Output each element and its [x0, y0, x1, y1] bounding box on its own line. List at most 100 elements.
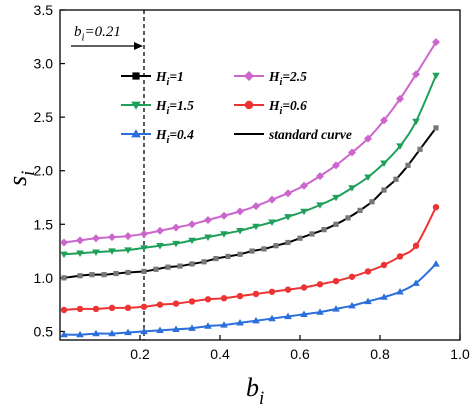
- data-point: [188, 220, 196, 229]
- data-point: [108, 248, 116, 255]
- data-point: [433, 125, 439, 131]
- data-point: [125, 269, 131, 276]
- data-point: [92, 305, 100, 313]
- data-point: [348, 301, 356, 309]
- data-point: [237, 251, 243, 257]
- y-tick-label: 3.5: [34, 2, 54, 18]
- data-point: [172, 223, 180, 232]
- data-point: [204, 322, 212, 329]
- y-tick-label: 1.0: [34, 270, 54, 286]
- data-point: [284, 189, 292, 198]
- data-point: [396, 253, 404, 260]
- data-point: [316, 308, 324, 315]
- data-point: [156, 326, 164, 334]
- series-3: [60, 203, 440, 314]
- data-point: [92, 249, 100, 256]
- data-point: [321, 227, 327, 233]
- series-line: [63, 206, 437, 311]
- data-point: [396, 94, 404, 103]
- legend-marker: [131, 101, 141, 110]
- data-point: [285, 239, 291, 246]
- data-point: [156, 226, 164, 235]
- data-point: [61, 275, 67, 281]
- data-point: [140, 303, 148, 310]
- data-point: [165, 264, 171, 270]
- data-point: [380, 160, 388, 168]
- y-tick-label: 3.0: [34, 56, 54, 72]
- series-0: [61, 125, 439, 281]
- data-point: [284, 312, 292, 320]
- data-point: [172, 240, 180, 248]
- data-point: [156, 301, 164, 308]
- data-point: [357, 207, 363, 213]
- data-point: [348, 273, 356, 280]
- legend-label: Hi=1: [155, 69, 184, 88]
- data-point: [348, 148, 356, 157]
- data-point: [204, 296, 212, 303]
- data-point: [140, 327, 148, 335]
- legend-label: Hi=1.5: [155, 98, 194, 117]
- data-point: [153, 266, 159, 272]
- data-point: [300, 310, 308, 317]
- data-point: [201, 259, 207, 265]
- x-axis-title: bi: [246, 373, 264, 409]
- x-tick-label: 0.6: [290, 346, 310, 362]
- data-point: [252, 316, 260, 324]
- data-point: [177, 263, 183, 269]
- reference-line-label: bi=0.21: [74, 24, 121, 44]
- data-point: [348, 185, 356, 192]
- data-point: [236, 319, 244, 326]
- data-point: [432, 72, 440, 80]
- data-point: [369, 199, 375, 205]
- data-point: [268, 288, 276, 295]
- data-point: [124, 328, 132, 336]
- data-point: [124, 304, 132, 312]
- y-tick-label: 2.5: [34, 109, 54, 125]
- data-point: [249, 248, 255, 254]
- data-point: [141, 268, 147, 275]
- legend-label: Hi=0.6: [268, 98, 307, 117]
- data-point: [124, 247, 132, 254]
- data-point: [300, 208, 308, 216]
- y-tick-label: 1.5: [34, 216, 54, 232]
- data-point: [316, 202, 324, 209]
- data-point: [316, 281, 324, 288]
- data-point: [60, 238, 68, 247]
- data-point: [156, 243, 164, 250]
- data-point: [220, 321, 228, 328]
- data-point: [300, 284, 308, 291]
- data-point: [412, 279, 420, 286]
- data-point: [268, 314, 276, 322]
- data-point: [172, 300, 180, 307]
- y-tick-label: 2.0: [34, 163, 54, 179]
- data-point: [188, 324, 196, 331]
- data-point: [236, 292, 244, 300]
- series-2: [60, 72, 440, 259]
- data-point: [268, 195, 276, 204]
- reference-arrow-head: [134, 42, 143, 50]
- data-point: [60, 306, 68, 314]
- data-point: [412, 70, 420, 79]
- data-point: [300, 181, 308, 190]
- data-point: [297, 235, 303, 241]
- data-point: [204, 234, 212, 241]
- data-point: [60, 330, 68, 338]
- data-point: [432, 260, 440, 267]
- data-point: [213, 255, 219, 262]
- data-point: [396, 143, 404, 150]
- data-point: [89, 272, 95, 278]
- data-point: [140, 229, 148, 238]
- data-point: [412, 118, 420, 126]
- data-point: [316, 172, 324, 181]
- legend-marker: [131, 129, 141, 138]
- data-point: [108, 304, 116, 312]
- data-point: [189, 261, 195, 267]
- data-point: [113, 270, 119, 277]
- data-point: [393, 176, 399, 182]
- ticks-layer: 0.2 0.4 0.6 0.8 1.0 0.5 1.0 1.5 2.0 2.5 3.0 3.5: [34, 2, 470, 362]
- data-point: [432, 203, 440, 211]
- data-point: [252, 223, 260, 231]
- data-point: [220, 231, 228, 238]
- legend-marker: [244, 71, 254, 81]
- data-point: [220, 295, 228, 302]
